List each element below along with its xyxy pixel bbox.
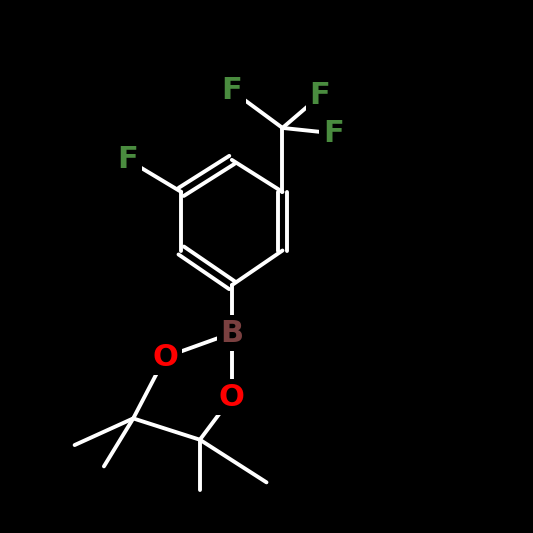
Text: F: F: [323, 119, 343, 148]
Text: F: F: [118, 146, 138, 174]
Text: O: O: [219, 383, 245, 411]
Text: B: B: [220, 319, 244, 348]
Text: F: F: [310, 82, 330, 110]
Text: F: F: [222, 76, 242, 105]
Text: O: O: [152, 343, 178, 372]
